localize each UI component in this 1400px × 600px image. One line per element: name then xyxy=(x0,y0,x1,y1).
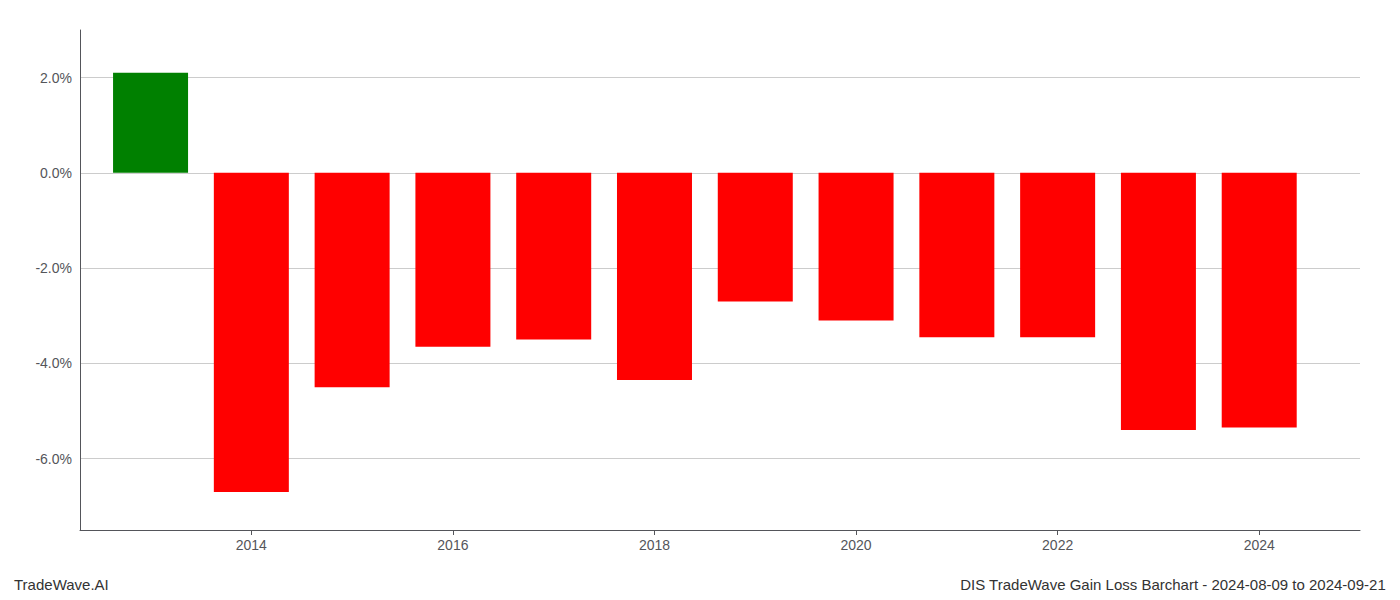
svg-text:-4.0%: -4.0% xyxy=(35,355,72,371)
svg-text:2024: 2024 xyxy=(1244,537,1275,553)
svg-text:2022: 2022 xyxy=(1042,537,1073,553)
svg-text:DIS TradeWave Gain Loss Barcha: DIS TradeWave Gain Loss Barchart - 2024-… xyxy=(960,576,1386,593)
svg-text:2020: 2020 xyxy=(840,537,871,553)
svg-text:2016: 2016 xyxy=(437,537,468,553)
svg-text:2.0%: 2.0% xyxy=(40,70,72,86)
svg-text:-2.0%: -2.0% xyxy=(35,260,72,276)
svg-text:2014: 2014 xyxy=(236,537,267,553)
svg-text:-6.0%: -6.0% xyxy=(35,451,72,467)
svg-text:0.0%: 0.0% xyxy=(40,165,72,181)
svg-text:2018: 2018 xyxy=(639,537,670,553)
svg-text:TradeWave.AI: TradeWave.AI xyxy=(14,576,109,593)
